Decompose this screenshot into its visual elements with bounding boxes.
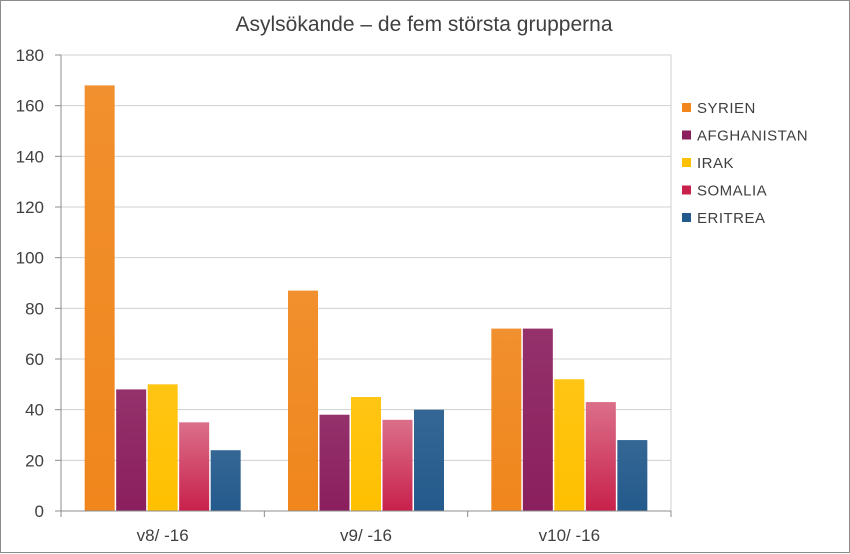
- bar-somalia-0: [179, 422, 210, 511]
- bar-syrien-0: [84, 85, 115, 512]
- legend-swatch-eritrea: [682, 213, 691, 222]
- bar-irak-0: [147, 384, 178, 511]
- legend: SYRIEN AFGHANISTAN IRAK SOMALIA ERITREA: [682, 100, 808, 227]
- axes: 0 20 40 60 80 100 120 140 160 180 v8/ -16 v9/ -16 v1…: [16, 46, 672, 545]
- bar-irak-2: [554, 379, 585, 511]
- bar-eritrea-0: [210, 450, 241, 511]
- x-tick-label: v8/ -16: [137, 526, 189, 545]
- bar-somalia-2: [585, 402, 616, 511]
- y-tick-label: 0: [35, 502, 44, 521]
- legend-label-eritrea: ERITREA: [697, 210, 766, 227]
- legend-label-afghanistan: AFGHANISTAN: [697, 128, 808, 145]
- legend-swatch-syrien: [682, 103, 691, 112]
- legend-label-irak: IRAK: [697, 155, 734, 172]
- y-tick-label: 180: [16, 46, 44, 65]
- bar-afghanistan-0: [116, 389, 147, 511]
- x-tick-label: v9/ -16: [340, 526, 392, 545]
- bars: [84, 85, 648, 512]
- legend-label-somalia: SOMALIA: [697, 183, 767, 200]
- bar-syrien-2: [491, 328, 522, 511]
- x-tick-label: v10/ -16: [539, 526, 600, 545]
- y-tick-label: 80: [25, 299, 44, 318]
- bar-eritrea-2: [617, 440, 648, 511]
- bar-afghanistan-1: [319, 414, 350, 511]
- legend-label-syrien: SYRIEN: [697, 100, 756, 117]
- y-tick-label: 160: [16, 97, 44, 116]
- legend-swatch-afghanistan: [682, 130, 691, 140]
- bar-eritrea-1: [414, 409, 444, 511]
- y-tick-label: 40: [25, 401, 44, 420]
- chart-title: Asylsökande – de fem största grupperna: [235, 13, 612, 36]
- bar-afghanistan-2: [522, 328, 553, 511]
- bar-irak-1: [351, 397, 381, 511]
- y-tick-label: 140: [16, 147, 44, 166]
- y-tick-label: 100: [16, 249, 44, 268]
- legend-swatch-irak: [682, 158, 691, 167]
- bar-syrien-1: [288, 290, 318, 511]
- y-tick-label: 60: [25, 350, 44, 369]
- bar-somalia-1: [382, 419, 413, 511]
- legend-swatch-somalia: [682, 185, 691, 195]
- y-tick-label: 120: [16, 198, 44, 217]
- y-tick-label: 20: [25, 451, 44, 470]
